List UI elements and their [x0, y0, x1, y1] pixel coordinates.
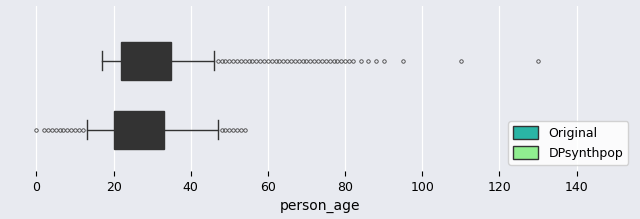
Legend: Original, DPsynthpop: Original, DPsynthpop [508, 121, 628, 165]
PathPatch shape [122, 42, 172, 80]
PathPatch shape [113, 111, 164, 149]
X-axis label: person_age: person_age [280, 200, 360, 214]
